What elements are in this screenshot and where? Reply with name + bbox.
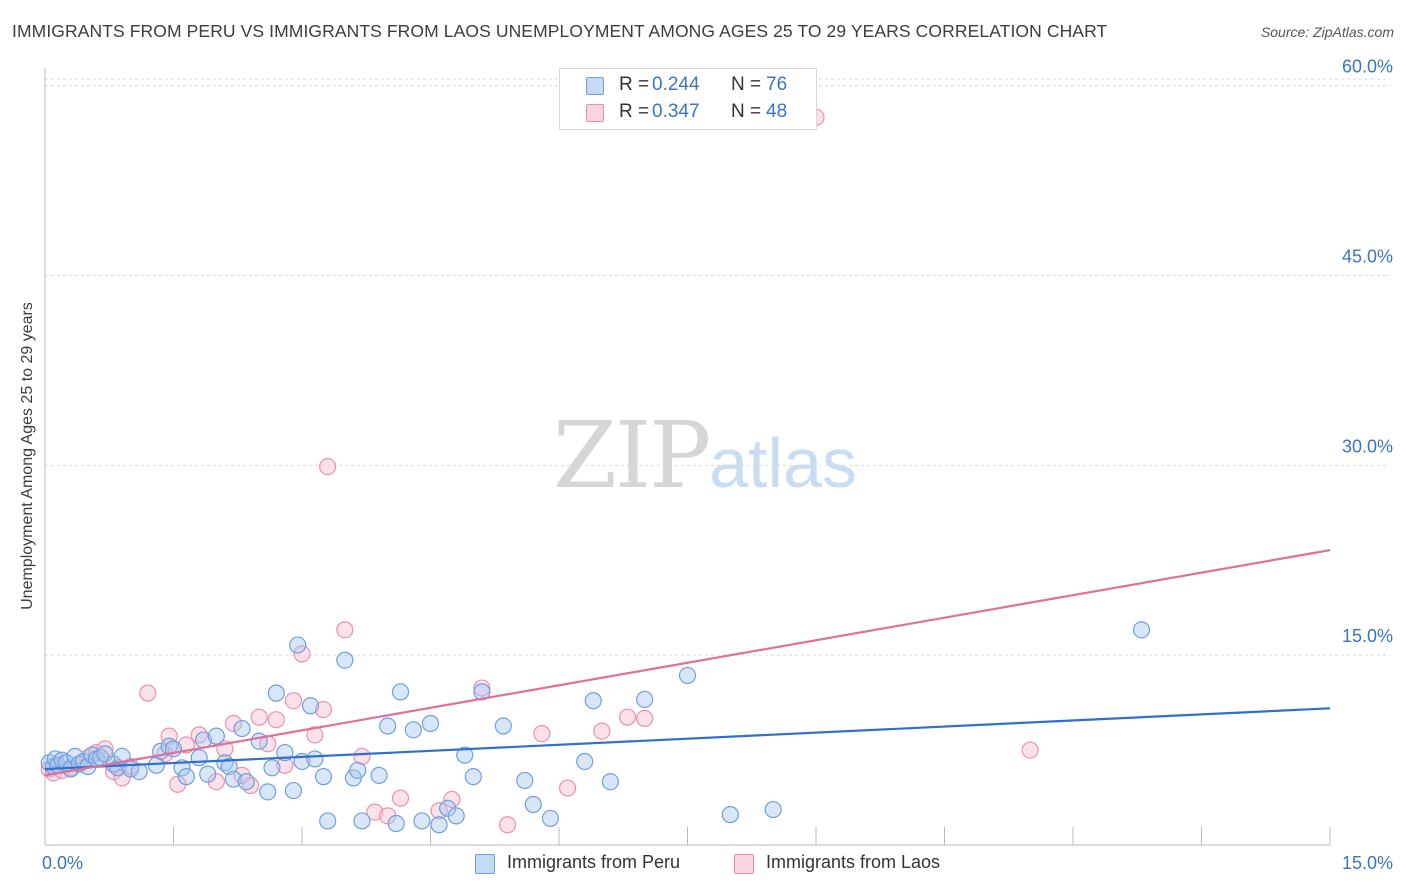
data-point-laos	[618, 708, 637, 726]
data-point-laos	[353, 747, 371, 766]
y-tick-label: 15.0%	[1342, 626, 1393, 646]
data-point-laos	[267, 711, 285, 729]
data-point-peru	[516, 771, 534, 790]
data-point-laos	[443, 790, 461, 809]
data-point-peru	[636, 690, 654, 709]
legend-n-value-laos: 48	[766, 101, 788, 122]
data-point-peru	[224, 770, 243, 788]
data-point-peru	[199, 765, 217, 783]
data-point-peru	[601, 773, 620, 791]
data-point-peru	[494, 717, 512, 735]
data-point-laos	[1021, 741, 1039, 759]
data-point-peru	[353, 812, 371, 830]
legend-n-value-peru: 76	[766, 74, 788, 95]
data-point-laos	[336, 621, 354, 639]
y-tick-label: 60.0%	[1342, 57, 1393, 77]
data-point-peru	[267, 684, 285, 702]
legend-r-value-laos: 0.347	[652, 101, 700, 122]
data-point-peru	[190, 749, 208, 767]
data-point-peru	[259, 783, 277, 801]
data-point-peru	[430, 816, 448, 834]
legend-swatch-peru	[586, 77, 604, 95]
data-point-peru	[413, 812, 431, 830]
bottom-legend-label-peru: Immigrants from Peru	[507, 852, 681, 872]
watermark: ZIPatlas	[553, 402, 857, 509]
data-point-peru	[721, 806, 739, 824]
chart-title: IMMIGRANTS FROM PERU VS IMMIGRANTS FROM …	[12, 21, 1108, 41]
data-point-laos	[160, 727, 178, 745]
data-point-peru	[464, 768, 482, 786]
data-point-peru	[284, 781, 303, 800]
data-point-peru	[584, 692, 602, 710]
data-point-laos	[306, 726, 324, 744]
data-point-laos	[284, 692, 303, 710]
watermark-atlas: atlas	[709, 424, 858, 502]
bottom-legend-swatch-peru	[475, 854, 495, 874]
watermark-zip: ZIP	[553, 402, 711, 509]
data-point-laos	[533, 725, 551, 743]
data-point-laos	[558, 779, 577, 797]
data-point-peru	[349, 761, 367, 779]
bottom-legend-swatch-laos	[734, 854, 754, 874]
data-point-laos	[473, 679, 491, 697]
data-point-peru	[220, 757, 238, 776]
data-point-laos	[314, 700, 333, 719]
data-point-peru	[379, 717, 397, 735]
data-point-peru	[250, 732, 268, 750]
data-point-peru	[421, 714, 440, 733]
correlation-legend: R = 0.244 N = 76 R = 0.347 N = 48	[559, 68, 817, 130]
data-point-peru	[387, 814, 405, 833]
data-point-peru	[541, 809, 560, 828]
x-tick-label: 15.0%	[1342, 853, 1393, 873]
data-point-peru	[764, 800, 782, 819]
data-point-peru	[289, 636, 307, 654]
data-point-peru	[319, 812, 337, 830]
legend-n-label-peru: N =	[731, 74, 762, 95]
data-point-laos	[224, 714, 243, 733]
data-point-peru	[130, 762, 148, 781]
data-point-peru	[404, 721, 422, 739]
data-point-laos	[499, 816, 517, 834]
data-point-laos	[319, 457, 337, 476]
data-point-laos	[391, 789, 410, 807]
data-point-laos	[366, 803, 384, 821]
data-point-peru	[314, 768, 333, 786]
x-tick-label: 0.0%	[42, 853, 83, 873]
data-point-peru	[237, 773, 255, 791]
legend-r-label-laos: R =	[619, 101, 650, 122]
data-point-peru	[306, 750, 324, 768]
data-point-laos	[593, 722, 611, 740]
data-point-peru	[263, 759, 281, 777]
data-point-peru	[207, 727, 225, 745]
data-point-peru	[456, 746, 474, 764]
data-point-peru	[524, 795, 542, 814]
data-point-peru	[370, 766, 388, 784]
data-point-peru	[233, 719, 251, 738]
y-tick-label: 30.0%	[1342, 436, 1393, 456]
data-point-laos	[139, 684, 157, 702]
data-point-laos	[250, 708, 268, 726]
trend-line-peru	[44, 707, 1331, 771]
data-point-laos	[113, 769, 131, 787]
legend-n-label-laos: N =	[731, 101, 762, 122]
legend-swatch-laos	[586, 104, 604, 122]
legend-r-label-peru: R =	[619, 74, 650, 95]
data-point-peru	[301, 697, 320, 715]
data-point-peru	[447, 807, 465, 825]
bottom-legend-label-laos: Immigrants from Laos	[766, 852, 941, 872]
data-point-laos	[293, 645, 311, 663]
data-point-laos	[636, 709, 654, 728]
trend-line-laos	[44, 549, 1331, 777]
data-point-peru	[177, 768, 195, 786]
data-point-peru	[336, 651, 354, 669]
y-tick-label: 45.0%	[1342, 246, 1393, 266]
data-point-peru	[576, 752, 594, 771]
legend-r-value-peru: 0.244	[652, 74, 700, 95]
data-point-peru	[678, 666, 697, 685]
data-point-peru	[1132, 621, 1151, 639]
data-point-peru	[391, 683, 410, 701]
source-label: Source: ZipAtlas.com	[1260, 24, 1394, 40]
